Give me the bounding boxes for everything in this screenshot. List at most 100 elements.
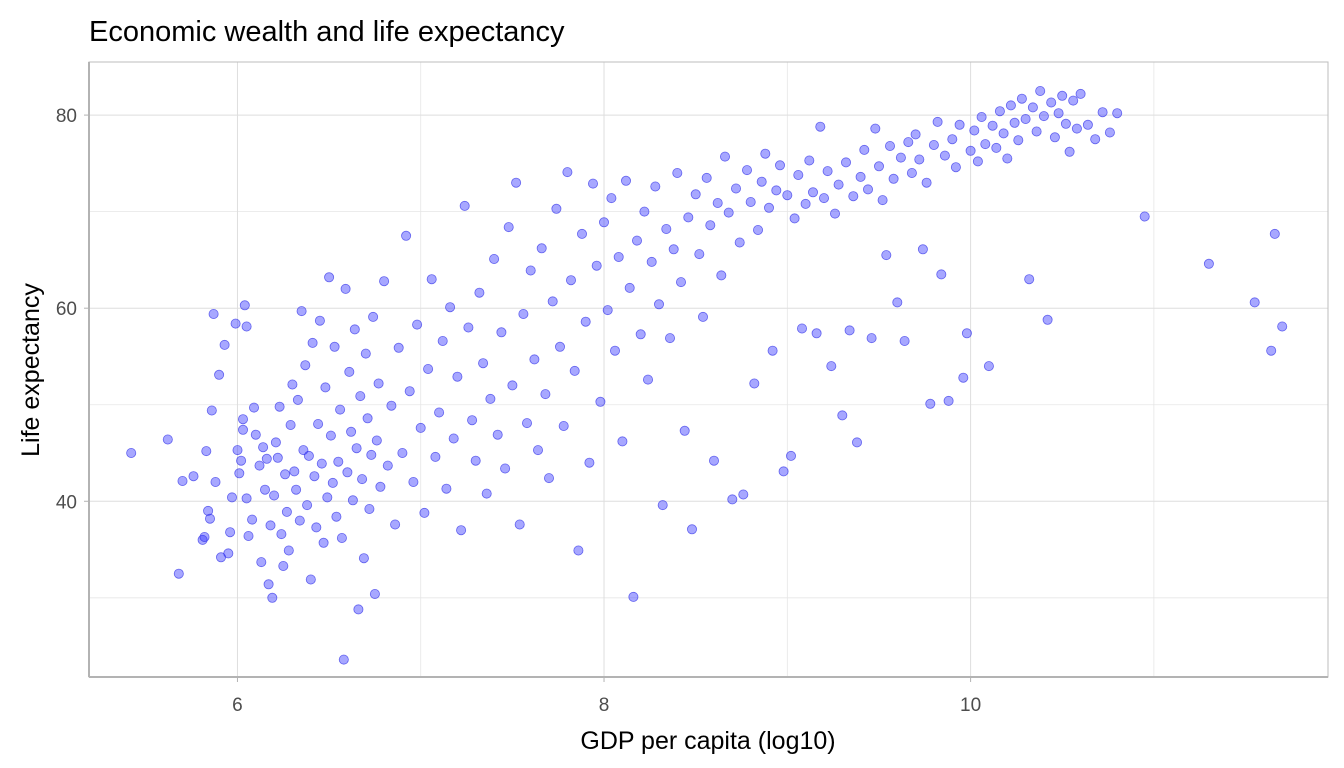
x-tick-label: 6	[232, 695, 243, 716]
data-point	[371, 435, 382, 446]
data-point	[954, 119, 965, 130]
data-point	[1046, 97, 1057, 108]
y-axis-title: Life expectancy	[17, 283, 45, 457]
data-point	[360, 348, 371, 359]
data-point	[910, 129, 921, 140]
data-point	[369, 589, 380, 600]
data-point	[599, 217, 610, 228]
data-point	[514, 519, 525, 530]
data-point	[958, 372, 969, 383]
data-point	[969, 125, 980, 136]
data-point	[340, 283, 351, 294]
data-point	[734, 237, 745, 248]
data-point	[804, 155, 815, 166]
x-axis-ticks: 6 8 10	[232, 677, 981, 716]
data-point	[318, 537, 329, 548]
data-point	[316, 458, 327, 469]
data-point	[881, 250, 892, 261]
data-point	[866, 333, 877, 344]
data-point	[269, 490, 280, 501]
data-point	[547, 296, 558, 307]
data-point	[230, 318, 241, 329]
data-point	[177, 475, 188, 486]
data-point	[595, 396, 606, 407]
data-point	[749, 378, 760, 389]
data-point	[206, 405, 217, 416]
data-point	[342, 467, 353, 478]
data-point	[892, 297, 903, 308]
data-point	[267, 592, 278, 603]
data-point	[885, 140, 896, 151]
data-point	[841, 157, 852, 168]
data-point	[481, 488, 492, 499]
data-point	[294, 515, 305, 526]
data-point	[782, 190, 793, 201]
data-point	[797, 323, 808, 334]
data-point	[665, 333, 676, 344]
data-point	[382, 460, 393, 471]
data-point	[302, 500, 313, 511]
data-point	[555, 341, 566, 352]
data-point	[390, 519, 401, 530]
data-point	[223, 548, 234, 559]
data-point	[720, 151, 731, 162]
data-point	[1016, 93, 1027, 104]
data-point	[569, 365, 580, 376]
data-point	[276, 529, 287, 540]
data-point	[386, 400, 397, 411]
data-point	[470, 455, 481, 466]
data-point	[225, 527, 236, 538]
data-point	[397, 447, 408, 458]
data-point	[463, 322, 474, 333]
data-point	[694, 249, 705, 260]
data-point	[742, 165, 753, 176]
data-point	[210, 476, 221, 487]
data-point	[848, 191, 859, 202]
data-point	[1038, 111, 1049, 122]
data-point	[1009, 117, 1020, 128]
data-point	[863, 184, 874, 195]
data-point	[434, 407, 445, 418]
data-point	[327, 477, 338, 488]
data-point	[448, 433, 459, 444]
data-point	[426, 274, 437, 285]
data-point	[241, 321, 252, 332]
data-point	[375, 481, 386, 492]
y-tick-label: 60	[56, 299, 77, 320]
data-point	[489, 253, 500, 264]
data-point	[661, 223, 672, 234]
data-point	[1042, 314, 1053, 325]
data-point	[1097, 107, 1108, 118]
data-point	[921, 177, 932, 188]
data-point	[936, 269, 947, 280]
data-point	[709, 455, 720, 466]
data-point	[961, 328, 972, 339]
data-point	[562, 167, 573, 178]
data-point	[1053, 108, 1064, 119]
data-point	[701, 172, 712, 183]
data-point	[126, 447, 137, 458]
data-point	[474, 287, 485, 298]
data-point	[925, 398, 936, 409]
data-point	[529, 354, 540, 365]
data-point	[511, 177, 522, 188]
data-point	[525, 265, 536, 276]
data-point	[313, 418, 324, 429]
data-point	[1075, 88, 1086, 99]
data-point	[445, 302, 456, 313]
data-point	[366, 449, 377, 460]
grid	[89, 62, 1328, 677]
data-point	[1035, 86, 1046, 97]
data-point	[577, 228, 588, 239]
data-point	[379, 276, 390, 287]
data-point	[683, 212, 694, 223]
data-point	[373, 378, 384, 389]
data-point	[965, 145, 976, 156]
data-point	[716, 270, 727, 281]
data-point	[1139, 211, 1150, 222]
data-point	[980, 139, 991, 150]
data-point	[351, 443, 362, 454]
data-point	[1060, 118, 1071, 129]
data-point	[650, 181, 661, 192]
